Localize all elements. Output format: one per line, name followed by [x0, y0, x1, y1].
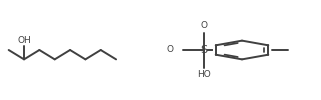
- Text: O: O: [166, 46, 173, 54]
- Text: HO: HO: [197, 70, 211, 79]
- Text: OH: OH: [17, 36, 31, 45]
- Text: S: S: [200, 45, 207, 55]
- Text: O: O: [200, 21, 207, 30]
